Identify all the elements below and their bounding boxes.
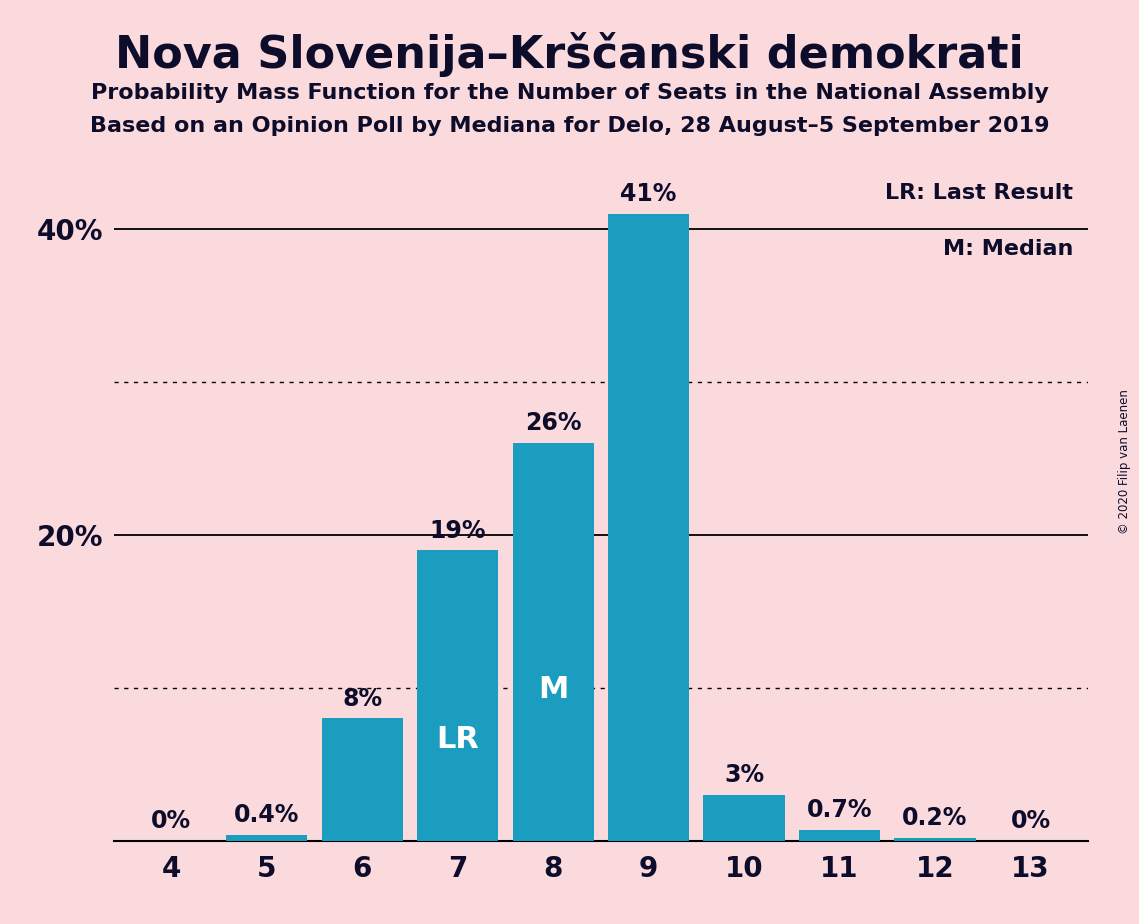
Text: 0.7%: 0.7% — [806, 798, 872, 822]
Bar — [894, 838, 976, 841]
Text: 0%: 0% — [1010, 809, 1050, 833]
Bar — [513, 444, 593, 841]
Text: Based on an Opinion Poll by Mediana for Delo, 28 August–5 September 2019: Based on an Opinion Poll by Mediana for … — [90, 116, 1049, 136]
Text: Nova Slovenija–Krščanski demokrati: Nova Slovenija–Krščanski demokrati — [115, 32, 1024, 78]
Bar — [226, 834, 308, 841]
Text: 26%: 26% — [525, 411, 581, 435]
Text: 8%: 8% — [342, 687, 383, 711]
Text: 0.2%: 0.2% — [902, 806, 968, 830]
Text: Probability Mass Function for the Number of Seats in the National Assembly: Probability Mass Function for the Number… — [91, 83, 1048, 103]
Bar — [608, 213, 689, 841]
Text: © 2020 Filip van Laenen: © 2020 Filip van Laenen — [1118, 390, 1131, 534]
Text: 3%: 3% — [724, 763, 764, 787]
Text: LR: LR — [436, 724, 480, 754]
Text: M: M — [538, 675, 568, 704]
Text: 41%: 41% — [621, 182, 677, 206]
Bar — [704, 795, 785, 841]
Text: LR: Last Result: LR: Last Result — [885, 184, 1073, 203]
Text: 19%: 19% — [429, 518, 486, 542]
Text: 0.4%: 0.4% — [233, 803, 300, 827]
Bar — [321, 719, 403, 841]
Text: 0%: 0% — [151, 809, 191, 833]
Text: M: Median: M: Median — [943, 238, 1073, 259]
Bar — [417, 550, 498, 841]
Bar — [798, 830, 880, 841]
